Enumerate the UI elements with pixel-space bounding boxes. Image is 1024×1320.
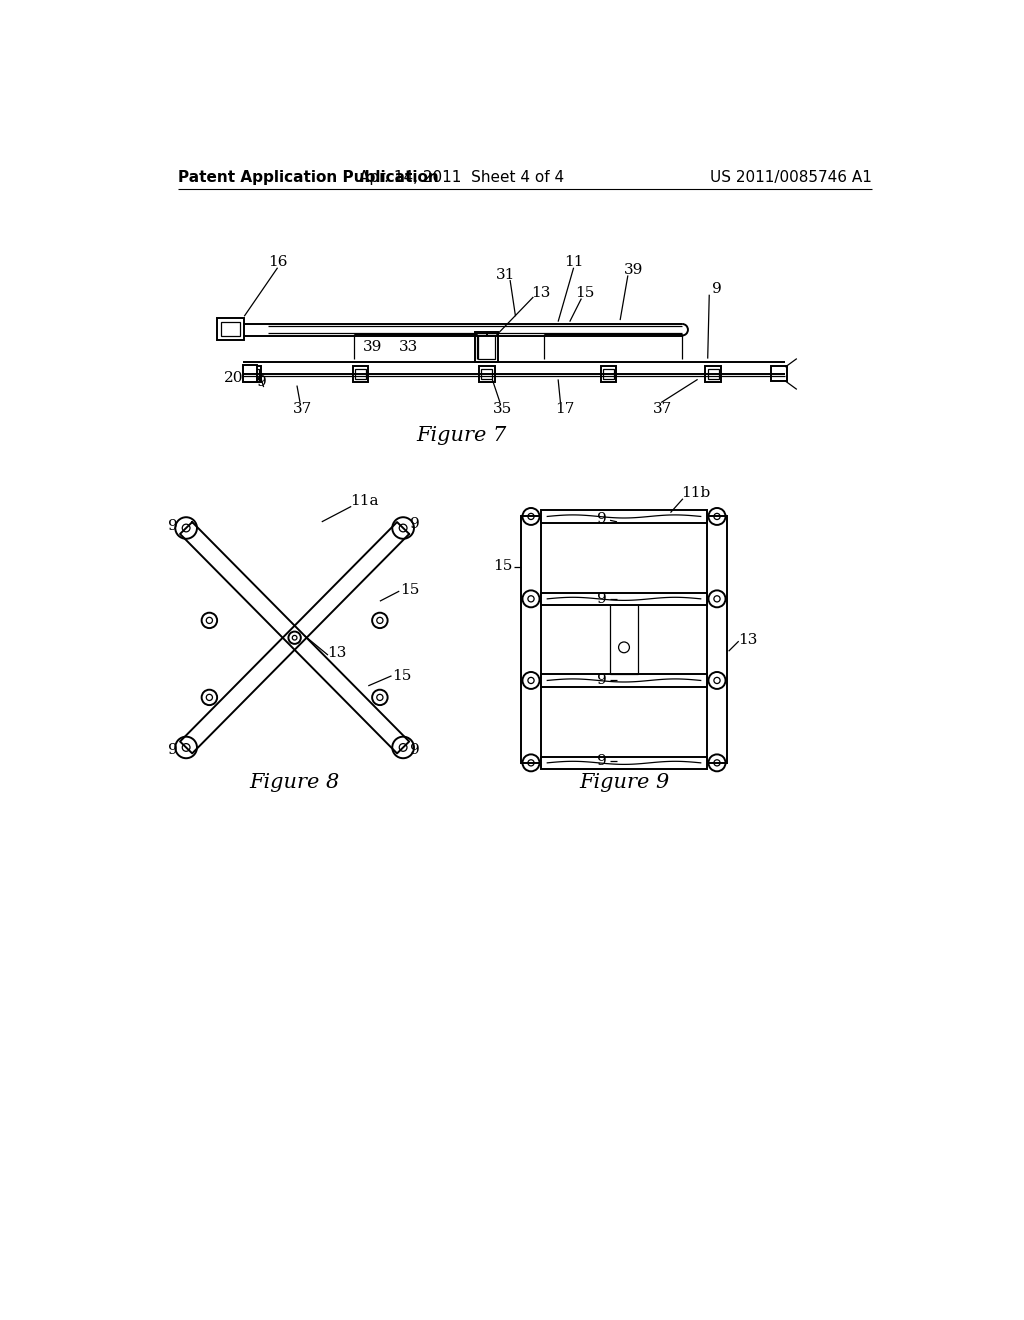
Text: 9: 9 xyxy=(410,743,420,756)
Bar xyxy=(708,368,719,379)
Bar xyxy=(706,367,721,381)
Bar xyxy=(475,331,499,363)
Bar xyxy=(603,368,614,379)
Bar xyxy=(541,756,707,770)
Text: 15: 15 xyxy=(399,582,419,597)
Text: 9: 9 xyxy=(168,743,178,756)
Text: 9: 9 xyxy=(712,282,722,296)
Text: 9: 9 xyxy=(257,375,267,388)
Text: 11a: 11a xyxy=(350,494,379,508)
Text: 37: 37 xyxy=(293,401,312,416)
Bar xyxy=(248,368,259,379)
Text: 9: 9 xyxy=(597,591,607,606)
Text: 9: 9 xyxy=(168,519,178,533)
Text: Figure 8: Figure 8 xyxy=(250,772,340,792)
Bar xyxy=(541,675,707,686)
Bar xyxy=(541,511,707,523)
Bar xyxy=(221,322,241,337)
Text: Patent Application Publication: Patent Application Publication xyxy=(178,170,439,185)
Text: Figure 7: Figure 7 xyxy=(416,426,507,445)
Bar xyxy=(521,516,541,763)
Bar xyxy=(217,318,245,341)
Text: 17: 17 xyxy=(555,401,574,416)
Text: 15: 15 xyxy=(494,560,513,573)
Text: US 2011/0085746 A1: US 2011/0085746 A1 xyxy=(710,170,872,185)
Text: 16: 16 xyxy=(268,255,288,269)
Text: 33: 33 xyxy=(399,341,418,354)
Bar xyxy=(246,367,261,381)
Text: 9: 9 xyxy=(597,673,607,686)
Text: 11: 11 xyxy=(564,255,584,269)
Bar xyxy=(243,364,257,381)
Text: 9: 9 xyxy=(410,517,420,531)
Text: 39: 39 xyxy=(624,263,643,277)
Bar xyxy=(478,335,496,359)
Bar xyxy=(771,366,786,381)
Text: 31: 31 xyxy=(496,268,515,282)
Text: 13: 13 xyxy=(531,286,551,300)
Bar xyxy=(707,516,727,763)
Text: 15: 15 xyxy=(392,669,412,682)
Bar xyxy=(479,367,495,381)
Bar xyxy=(601,367,616,381)
Bar xyxy=(481,368,493,379)
Bar xyxy=(352,367,369,381)
Text: 9: 9 xyxy=(597,512,607,525)
Text: 35: 35 xyxy=(493,401,512,416)
Text: Figure 9: Figure 9 xyxy=(579,772,669,792)
Text: 39: 39 xyxy=(362,341,382,354)
Text: 9: 9 xyxy=(597,754,607,767)
Text: 11b: 11b xyxy=(681,486,710,500)
Text: 37: 37 xyxy=(653,401,673,416)
Text: 13: 13 xyxy=(328,645,347,660)
Text: 20: 20 xyxy=(224,371,244,385)
Text: 15: 15 xyxy=(575,286,595,300)
Bar xyxy=(355,368,366,379)
Text: Apr. 14, 2011  Sheet 4 of 4: Apr. 14, 2011 Sheet 4 of 4 xyxy=(358,170,564,185)
Text: 13: 13 xyxy=(738,632,758,647)
Bar xyxy=(541,593,707,605)
